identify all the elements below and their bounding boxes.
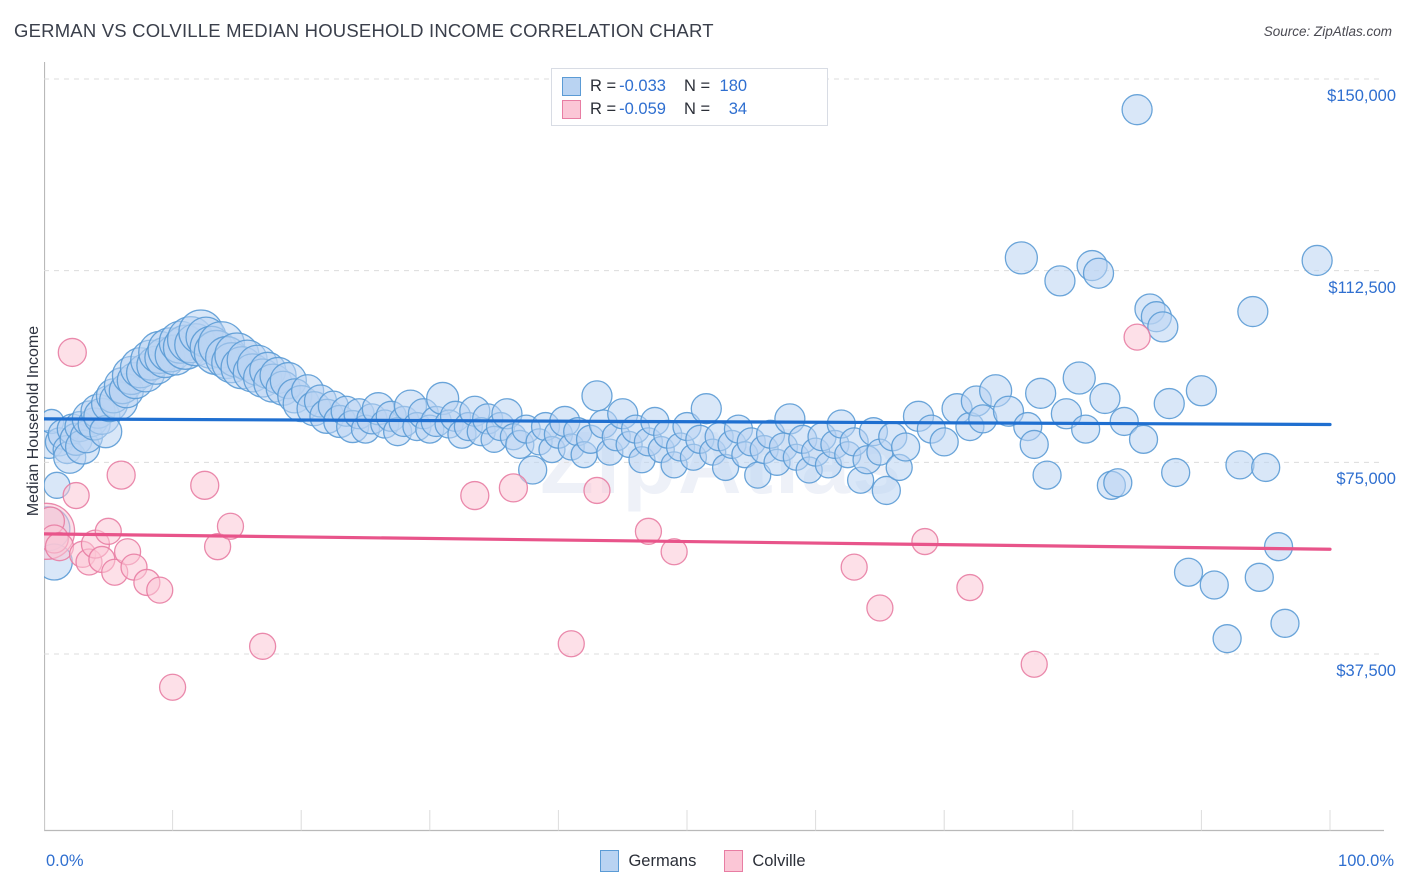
y-axis-tick-label: $150,000 — [1327, 87, 1396, 105]
legend-item-germans[interactable]: Germans — [600, 850, 696, 872]
y-axis-tick-label: $37,500 — [1336, 662, 1396, 680]
germans-n-value: 180 — [719, 77, 748, 95]
germans-legend-label: Germans — [628, 851, 697, 870]
y-axis-title: Median Household Income — [25, 325, 42, 517]
colville-r-value: -0.059 — [619, 100, 666, 118]
legend-item-colville[interactable]: Colville — [724, 850, 806, 872]
x-axis-max-label: 100.0% — [1338, 852, 1394, 870]
colville-legend-swatch-icon — [724, 850, 744, 872]
series-germans-points — [44, 94, 1333, 654]
trend-line-colville — [44, 532, 1332, 551]
colville-n-label: N = — [683, 100, 711, 118]
page-title: GERMAN VS COLVILLE MEDIAN HOUSEHOLD INCO… — [14, 20, 714, 41]
germans-r-value: -0.033 — [619, 77, 666, 95]
germans-legend-swatch-icon — [600, 850, 620, 872]
stats-row-germans: R = -0.033 N = 180 — [562, 75, 817, 98]
germans-swatch-icon — [562, 77, 581, 96]
series-colville-points — [44, 323, 1151, 701]
colville-legend-label: Colville — [752, 851, 806, 870]
x-axis-min-label: 0.0% — [46, 852, 84, 870]
colville-swatch-icon — [562, 100, 581, 119]
trend-line-germans — [44, 417, 1332, 427]
correlation-stats-legend: R = -0.033 N = 180 R = -0.059 N = 34 — [551, 68, 828, 126]
stats-row-colville: R = -0.059 N = 34 — [562, 98, 817, 121]
y-axis-tick-label: $112,500 — [1328, 278, 1396, 297]
germans-n-label: N = — [683, 77, 711, 95]
source-attribution: Source: ZipAtlas.com — [1263, 24, 1392, 39]
y-axis-tick-label: $75,000 — [1336, 470, 1396, 489]
series-legend: Germans Colville — [0, 850, 1406, 872]
germans-r-label: R = — [590, 77, 617, 95]
scatter-plot-svg — [44, 62, 1384, 832]
plot-area — [44, 62, 1384, 832]
colville-r-label: R = — [590, 100, 617, 118]
colville-n-value: 34 — [728, 100, 748, 118]
